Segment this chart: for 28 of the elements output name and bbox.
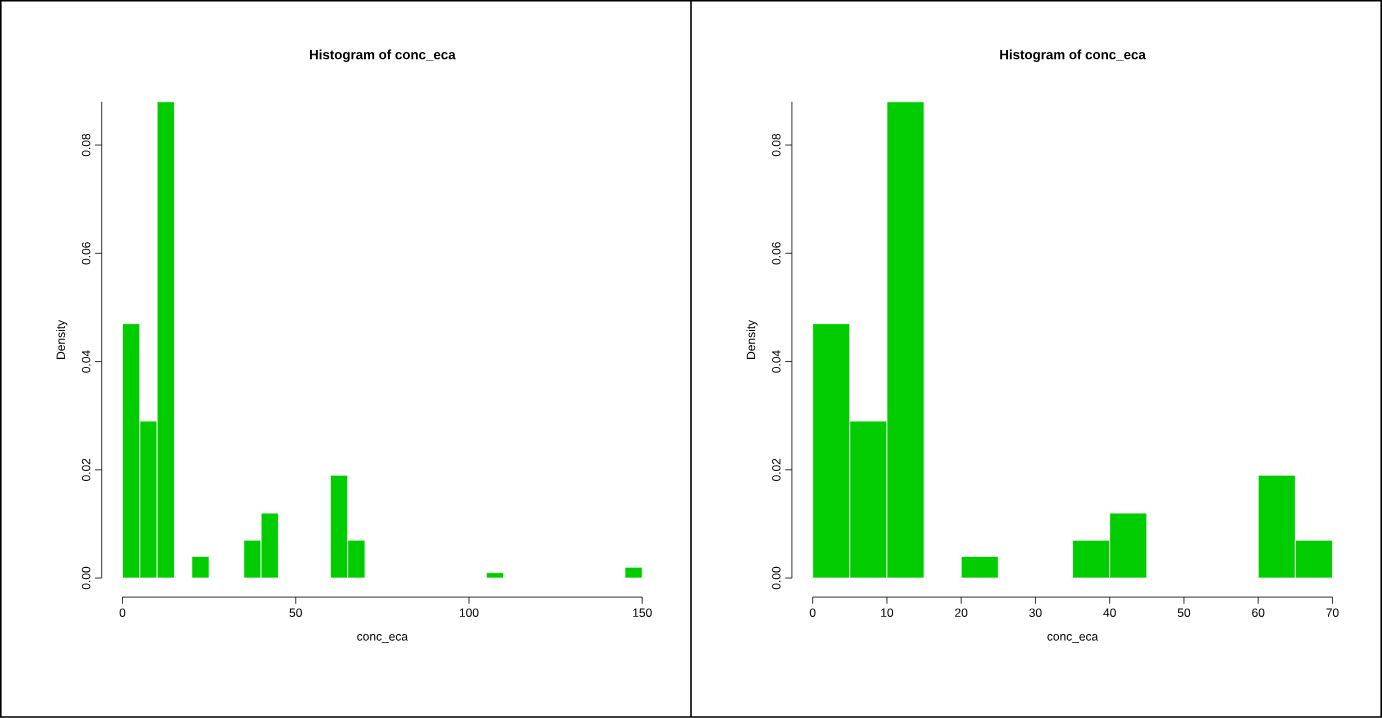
y-tick-label: 0.08 [772,134,781,157]
y-axis-title: Density [746,320,758,360]
chart-title: Histogram of conc_eca [1000,49,1146,63]
y-tick-label: 0.00 [81,566,91,590]
x-tick-label: 60 [1252,608,1265,618]
y-tick-label: 0.02 [81,458,91,482]
y-tick-label: 0.08 [81,134,91,157]
x-tick-label: 150 [633,608,652,618]
y-tick-label: 0.06 [772,242,781,265]
y-axis-title: Density [56,320,68,360]
x-tick-label: 30 [1029,608,1042,618]
x-tick-label: 50 [289,608,302,618]
x-tick-label: 50 [1177,608,1191,618]
x-axis-title: conc_eca [1047,634,1099,644]
y-tick-label: 0.02 [772,458,781,482]
x-tick-label: 20 [955,608,968,618]
y-tick-label: 0.04 [772,350,781,373]
x-axis-title: conc_eca [357,634,409,644]
x-tick-label: 100 [459,608,479,618]
y-tick-label: 0.06 [81,242,91,265]
x-tick-label: 40 [1103,608,1116,618]
y-tick-label: 0.00 [772,566,781,590]
x-tick-label: 0 [119,608,126,618]
x-tick-label: 70 [1326,608,1339,618]
x-tick-label: 10 [881,608,894,618]
y-tick-label: 0.04 [81,350,91,373]
x-tick-label: 0 [809,608,816,618]
chart-title: Histogram of conc_eca [309,49,456,63]
